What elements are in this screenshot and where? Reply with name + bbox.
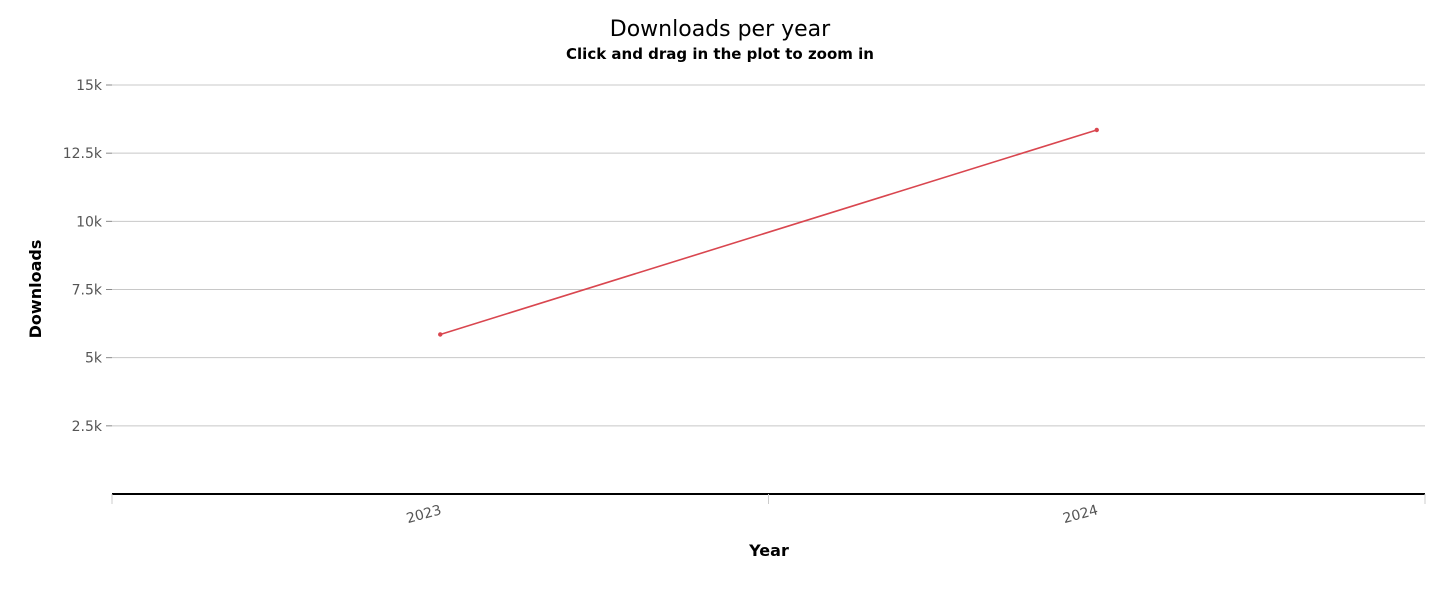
y-tick-label: 15k bbox=[76, 78, 103, 94]
x-tick-labels: 2023 2024 bbox=[405, 502, 1100, 527]
y-tick-label: 7.5k bbox=[72, 283, 103, 299]
data-point[interactable] bbox=[438, 332, 443, 337]
y-axis-title: Downloads bbox=[26, 240, 45, 339]
series-layer bbox=[438, 127, 1099, 337]
series-line bbox=[440, 129, 1097, 336]
y-tick-labels: 2.5k 5k 7.5k 10k 12.5k 15k bbox=[63, 78, 103, 435]
x-axis-title: Year bbox=[748, 541, 789, 560]
x-tick-label: 2024 bbox=[1061, 502, 1100, 527]
y-tick-label: 2.5k bbox=[72, 419, 103, 435]
x-axis-ticks bbox=[111, 494, 1426, 504]
y-tick-label: 10k bbox=[76, 214, 103, 230]
y-tick-label: 12.5k bbox=[63, 146, 103, 162]
chart-subtitle: Click and drag in the plot to zoom in bbox=[566, 45, 874, 63]
data-point[interactable] bbox=[1094, 127, 1099, 133]
y-gridlines bbox=[106, 84, 1425, 427]
chart-title: Downloads per year bbox=[610, 17, 831, 42]
x-tick-label: 2023 bbox=[405, 502, 444, 527]
y-tick-label: 5k bbox=[85, 351, 103, 367]
